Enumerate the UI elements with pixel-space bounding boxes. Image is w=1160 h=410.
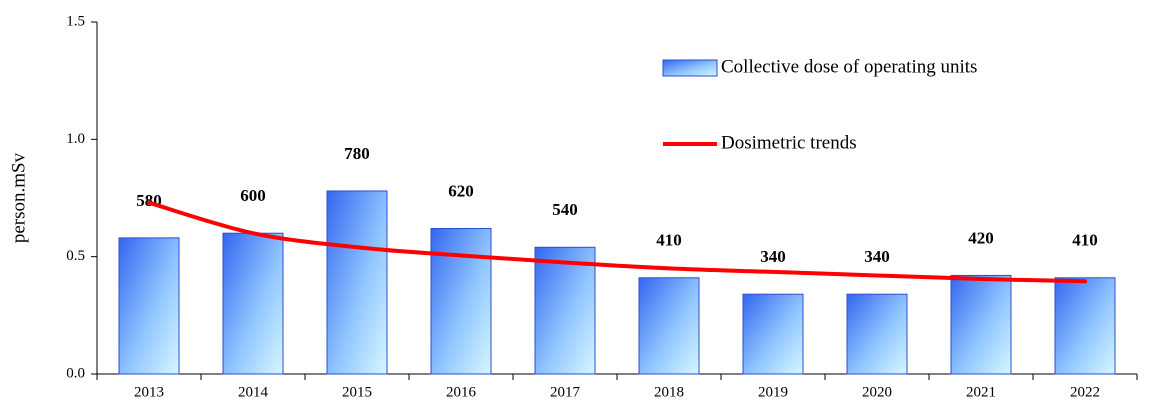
y-axis-label: person.mSv <box>8 152 29 243</box>
value-label: 540 <box>552 200 578 219</box>
legend-swatch <box>662 59 718 77</box>
bar <box>638 277 700 375</box>
y-tick-label: 1.5 <box>66 13 85 29</box>
bar <box>534 246 596 375</box>
x-tick-label: 2019 <box>758 384 788 400</box>
x-tick-label: 2021 <box>966 384 996 400</box>
bar <box>1054 277 1116 375</box>
bar <box>742 293 804 375</box>
value-label: 600 <box>240 186 266 205</box>
value-label: 340 <box>864 247 890 266</box>
x-tick-label: 2020 <box>862 384 892 400</box>
bar <box>222 232 284 375</box>
y-tick-label: 0.0 <box>66 365 85 381</box>
legend-label: Collective dose of operating units <box>721 56 977 77</box>
value-label: 780 <box>344 144 370 163</box>
bar <box>118 237 180 375</box>
x-tick-label: 2013 <box>134 384 164 400</box>
x-tick-label: 2022 <box>1070 384 1100 400</box>
value-label: 340 <box>760 247 786 266</box>
y-tick-label: 1.0 <box>66 131 85 147</box>
value-label: 410 <box>1072 231 1098 250</box>
trend-line <box>147 200 1087 284</box>
x-tick-label: 2018 <box>654 384 684 400</box>
x-tick-label: 2014 <box>238 384 269 400</box>
x-tick-label: 2017 <box>550 384 581 400</box>
bar <box>326 190 388 375</box>
bar <box>430 228 492 375</box>
bar <box>950 274 1012 375</box>
value-label: 420 <box>968 228 994 247</box>
x-tick-label: 2015 <box>342 384 372 400</box>
value-label: 410 <box>656 231 682 250</box>
x-tick-label: 2016 <box>446 384 477 400</box>
legend-label: Dosimetric trends <box>721 132 857 153</box>
bar <box>846 293 908 375</box>
y-tick-label: 0.5 <box>66 248 85 264</box>
value-label: 620 <box>448 181 474 200</box>
